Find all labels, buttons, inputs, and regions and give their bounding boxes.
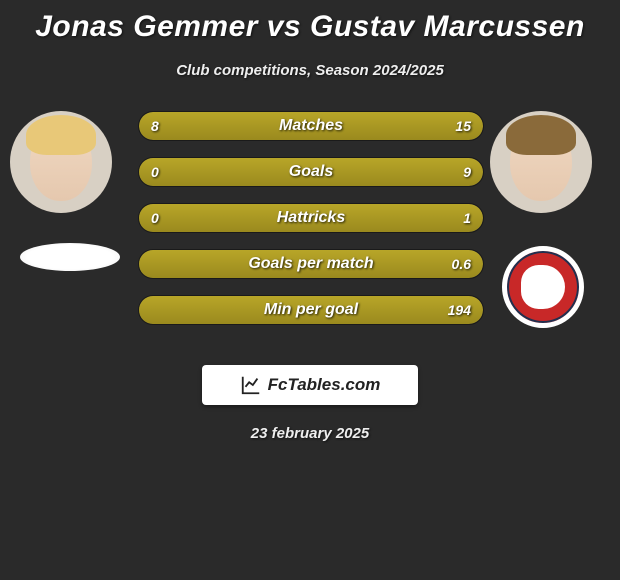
hair-shape <box>26 115 96 155</box>
chart-icon <box>240 374 262 396</box>
stat-row: Min per goal194 <box>138 295 484 325</box>
stat-value-left <box>139 296 163 324</box>
subtitle: Club competitions, Season 2024/2025 <box>0 62 620 79</box>
stat-label: Min per goal <box>139 296 483 324</box>
date-label: 23 february 2025 <box>0 425 620 442</box>
stat-value-right: 15 <box>443 112 483 140</box>
stat-row: Hattricks0 1 <box>138 203 484 233</box>
stat-value-left: 8 <box>139 112 171 140</box>
stat-value-right: 1 <box>451 204 483 232</box>
stat-label: Hattricks <box>139 204 483 232</box>
stat-value-right: 0.6 <box>440 250 483 278</box>
player-left-avatar <box>10 111 112 213</box>
stat-label: Goals per match <box>139 250 483 278</box>
stat-label: Goals <box>139 158 483 186</box>
stat-value-left: 0 <box>139 158 171 186</box>
club-left-badge <box>20 243 120 271</box>
stat-value-right: 194 <box>436 296 483 324</box>
comparison-panel: Matches815Goals09Hattricks01Goals per ma… <box>0 111 620 351</box>
logo-text: FcTables.com <box>268 375 381 395</box>
stat-row: Matches8 15 <box>138 111 484 141</box>
stat-row: Goals0 9 <box>138 157 484 187</box>
club-lion-icon <box>521 265 565 309</box>
club-badge-inner <box>513 257 573 317</box>
stat-value-left: 0 <box>139 204 171 232</box>
page-title: Jonas Gemmer vs Gustav Marcussen <box>0 0 620 44</box>
fctables-logo[interactable]: FcTables.com <box>202 365 418 405</box>
player-right-avatar <box>490 111 592 213</box>
hair-shape <box>506 115 576 155</box>
stat-label: Matches <box>139 112 483 140</box>
stat-value-left <box>139 250 163 278</box>
club-right-badge <box>502 246 584 328</box>
stat-row: Goals per match0.6 <box>138 249 484 279</box>
stat-bars: Matches815Goals09Hattricks01Goals per ma… <box>138 111 484 341</box>
stat-value-right: 9 <box>451 158 483 186</box>
